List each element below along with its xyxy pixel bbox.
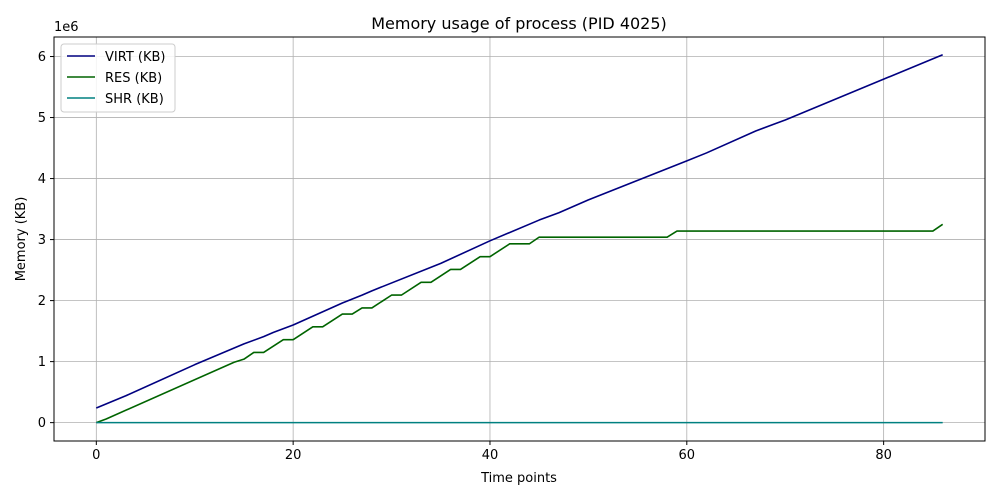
legend-label-shr: SHR (KB) (105, 92, 164, 107)
series-line-res (96, 223, 944, 424)
y-axis-title: Memory (KB) (14, 197, 29, 282)
x-tick-label: 60 (679, 448, 696, 463)
series-lines (96, 53, 944, 424)
x-axis-title: Time points (480, 471, 557, 486)
chart-title: Memory usage of process (PID 4025) (371, 14, 667, 33)
legend-box (60, 43, 176, 113)
grid (54, 37, 985, 441)
y-tick-label: 3 (38, 233, 46, 248)
x-tick-label: 80 (875, 448, 892, 463)
axis-ticks: 0 20 40 60 80 0 1 2 3 4 5 6 (38, 50, 892, 463)
y-tick-label: 5 (38, 111, 46, 126)
y-tick-label: 4 (38, 172, 46, 187)
y-tick-label: 6 (38, 50, 46, 65)
y-tick-label: 2 (38, 294, 46, 309)
series-line-virt (96, 53, 943, 409)
legend-label-res: RES (KB) (105, 71, 162, 86)
plot-area (53, 36, 986, 442)
legend: VIRT (KB) RES (KB) SHR (KB) (60, 43, 176, 113)
x-tick-label: 20 (285, 448, 302, 463)
y-tick-label: 1 (38, 355, 46, 370)
legend-label-virt: VIRT (KB) (105, 50, 165, 65)
x-tick-label: 40 (482, 448, 499, 463)
y-offset-label: 1e6 (54, 20, 79, 35)
y-tick-label: 0 (38, 416, 46, 431)
x-tick-label: 0 (92, 448, 100, 463)
